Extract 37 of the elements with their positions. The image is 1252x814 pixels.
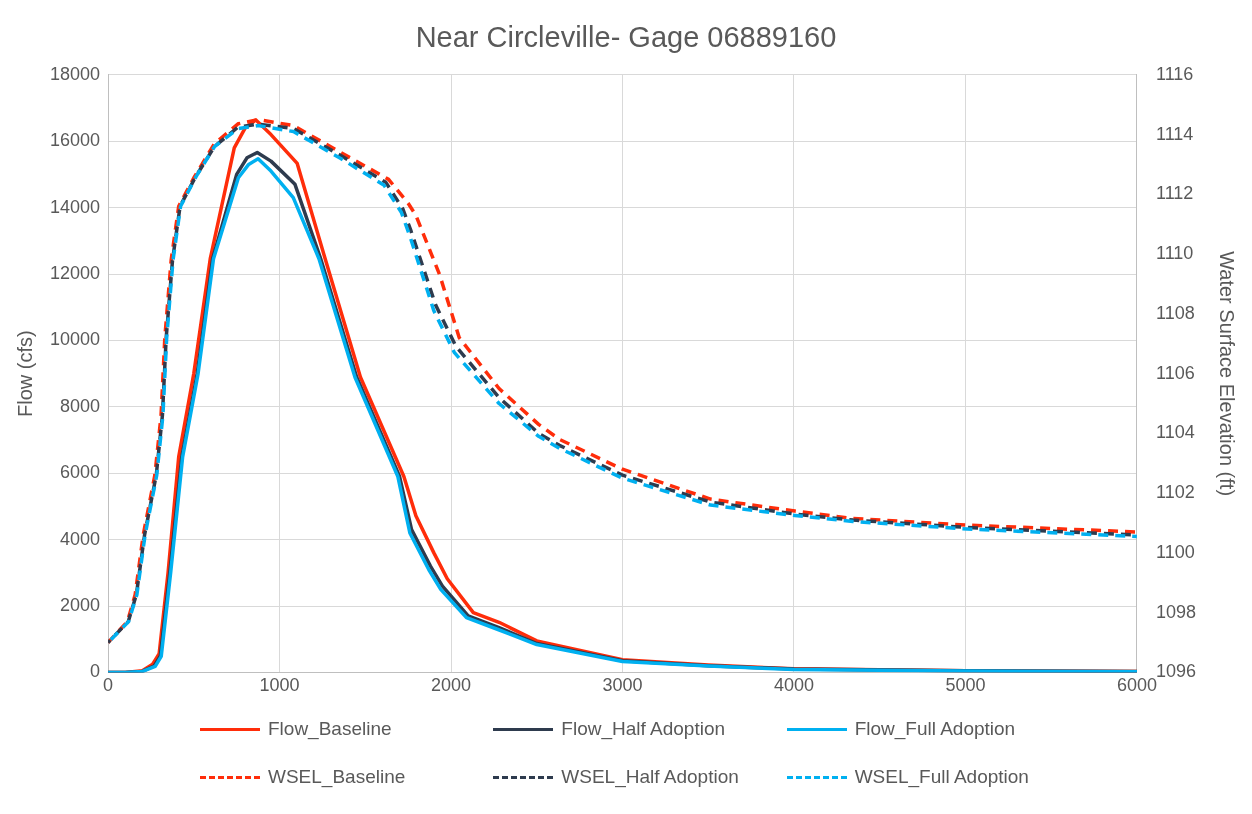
y-tick-label: 14000: [49, 196, 101, 217]
y2-tick-label: 1112: [1155, 183, 1194, 204]
legend-label: Flow_Half Adoption: [561, 718, 726, 740]
y-axis-title: Flow (cfs): [13, 330, 36, 417]
y-tick-label: 2000: [60, 594, 101, 615]
legend-label: Flow_Full Adoption: [854, 718, 1016, 740]
y2-tick-label: 1110: [1155, 243, 1194, 264]
y-tick-label: 0: [90, 661, 101, 682]
y-tick-label: 8000: [60, 395, 101, 416]
x-tick-label: 2000: [431, 675, 472, 696]
y2-tick-label: 1096: [1155, 661, 1196, 682]
y-tick-label: 18000: [49, 63, 101, 84]
legend-label: WSEL_Full Adoption: [854, 766, 1029, 788]
y2-axis-title: Water Surface Elevation (ft): [1216, 251, 1239, 497]
y2-tick-label: 1108: [1155, 302, 1195, 323]
y2-tick-label: 1102: [1155, 482, 1195, 503]
x-tick-label: 4000: [773, 675, 815, 696]
y-tick-label: 12000: [49, 262, 101, 283]
y-tick-label: 6000: [60, 462, 101, 483]
legend-label: Flow_Baseline: [268, 718, 392, 740]
y2-tick-label: 1100: [1155, 541, 1195, 562]
x-tick-label: 3000: [602, 675, 643, 696]
x-tick-label: 6000: [1116, 675, 1157, 696]
y2-tick-label: 1116: [1155, 63, 1194, 84]
y2-tick-label: 1104: [1155, 422, 1195, 443]
x-tick-label: 0: [103, 675, 114, 696]
chart-title: Near Circleville- Gage 06889160: [415, 21, 837, 54]
y-tick-label: 4000: [60, 528, 101, 549]
y2-tick-label: 1106: [1155, 362, 1195, 383]
legend-label: WSEL_Half Adoption: [561, 766, 739, 788]
x-tick-label: 1000: [259, 675, 300, 696]
y-tick-label: 10000: [49, 329, 101, 350]
y2-tick-label: 1098: [1155, 601, 1196, 622]
x-tick-label: 5000: [945, 675, 986, 696]
legend-label: WSEL_Baseline: [268, 766, 406, 788]
y2-tick-label: 1114: [1155, 123, 1194, 144]
y-tick-label: 16000: [49, 130, 101, 151]
